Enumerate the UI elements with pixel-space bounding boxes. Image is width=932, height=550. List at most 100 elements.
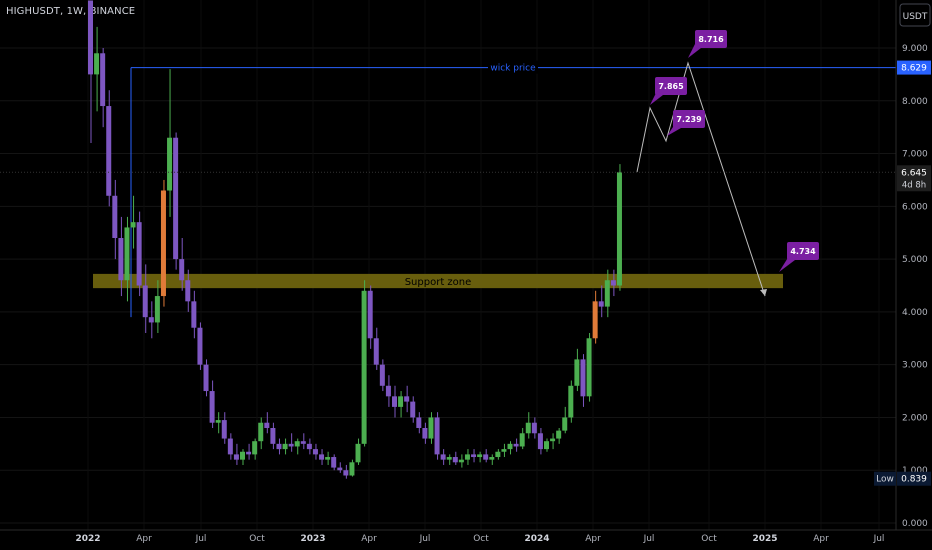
candle-body <box>246 451 252 455</box>
price-annotation-label: 7.865 <box>658 82 684 91</box>
candle-body <box>191 301 197 328</box>
candle-body <box>142 285 148 318</box>
candle-body <box>331 457 337 468</box>
candle-body <box>483 454 489 460</box>
candle-body <box>410 401 416 418</box>
candle-body <box>385 385 391 397</box>
candle-body <box>325 457 331 460</box>
candle-body <box>501 449 507 452</box>
price-annotation-bubble[interactable] <box>673 110 705 128</box>
candle-body <box>428 417 434 439</box>
candle-body <box>464 454 470 460</box>
time-axis: 2022 Apr Jul Oct 2023 Apr Jul Oct 2024 Apr Jul Oct 2… <box>75 534 884 544</box>
candle-body <box>148 317 154 323</box>
price-annotation-pointer <box>688 44 701 58</box>
candle-body <box>452 457 458 463</box>
candle-body <box>209 391 215 423</box>
time-tick-label: Jul <box>873 534 885 544</box>
candle-body <box>179 259 185 281</box>
price-tick-label: 5.000 <box>902 255 928 265</box>
price-annotation-pointer <box>650 91 663 105</box>
candle-body <box>319 454 325 460</box>
candle-body <box>556 430 562 439</box>
candle-body <box>367 290 373 339</box>
candle-body <box>264 422 270 428</box>
candle-body <box>337 467 343 471</box>
candle-body <box>531 422 537 434</box>
low-tag-caption-bg <box>874 471 896 486</box>
candle-body <box>343 470 349 476</box>
candle-body <box>270 428 276 444</box>
projection-path <box>636 61 766 297</box>
candle-body <box>416 417 422 428</box>
candle-body <box>227 438 233 455</box>
time-tick-label: Oct <box>473 534 489 544</box>
price-annotation-pointer <box>779 256 795 272</box>
time-tick-label: 2023 <box>300 534 325 544</box>
time-tick-label: 2024 <box>524 534 549 544</box>
price-annotation-bubble[interactable] <box>787 242 819 260</box>
candle-body <box>160 190 166 297</box>
price-tick-label: 4.000 <box>902 308 928 318</box>
price-tick-label: 1.000 <box>902 466 928 476</box>
candle-body <box>580 359 586 397</box>
price-axis-panel <box>896 0 932 550</box>
candle-body <box>458 459 464 463</box>
candle-body <box>525 422 531 434</box>
candle-body <box>288 443 294 447</box>
time-tick-label: Jul <box>643 534 655 544</box>
price-annotation-label: 8.716 <box>698 35 724 44</box>
candle-body <box>240 451 245 460</box>
candle-body <box>312 449 318 455</box>
low-price-tag <box>897 471 931 486</box>
price-annotation-bubble[interactable] <box>695 30 727 48</box>
candle-body <box>185 280 191 302</box>
price-tick-label: 6.000 <box>902 202 928 212</box>
chart-symbol-title: HIGHUSDT, 1W, BINANCE <box>6 6 136 17</box>
candle-body <box>276 443 282 450</box>
wick-price-tag <box>897 60 931 75</box>
candle-body <box>215 420 221 423</box>
candle-body <box>124 227 130 281</box>
time-tick-label: 2022 <box>75 534 100 544</box>
candle-body <box>404 396 410 402</box>
time-tick-label: Apr <box>585 534 601 544</box>
price-annotation-label: 4.734 <box>790 247 816 256</box>
price-tick-label: 0.000 <box>902 519 928 529</box>
candle-body <box>373 338 379 365</box>
candle-body <box>562 417 568 431</box>
candle-body <box>392 396 397 407</box>
candle-body <box>167 137 173 191</box>
candle-body <box>586 338 592 397</box>
candle-body <box>513 443 519 447</box>
currency-label: USDT <box>903 12 928 22</box>
price-tick-label: 9.000 <box>902 44 928 54</box>
candle-body <box>355 443 361 463</box>
low-tag-caption: Low <box>876 475 894 485</box>
price-annotations: 8.716 7.865 7.239 4.734 <box>650 30 819 272</box>
wick-price-label-bg <box>488 60 538 74</box>
candle-body <box>130 222 136 228</box>
candle-body <box>610 280 616 286</box>
candle-body <box>434 417 440 455</box>
price-annotation-bubble[interactable] <box>655 77 687 95</box>
candle-body <box>136 222 142 286</box>
price-annotation-label: 7.239 <box>676 115 702 124</box>
time-tick-label: 2025 <box>752 534 777 544</box>
candle-body <box>94 53 100 75</box>
candle-body <box>252 441 258 455</box>
candle-body <box>544 441 549 450</box>
currency-button[interactable] <box>899 3 931 27</box>
candle-body <box>471 454 477 458</box>
candle-body <box>361 290 367 444</box>
projection-arrowhead <box>760 289 767 297</box>
support-zone-label: Support zone <box>405 277 472 288</box>
candle-body <box>197 327 203 365</box>
candle-body <box>574 359 580 386</box>
wick-price-label: wick price <box>490 64 536 74</box>
candle-body <box>568 385 574 418</box>
time-tick-label: Apr <box>813 534 829 544</box>
time-tick-label: Jul <box>419 534 431 544</box>
candle-body <box>519 433 525 447</box>
